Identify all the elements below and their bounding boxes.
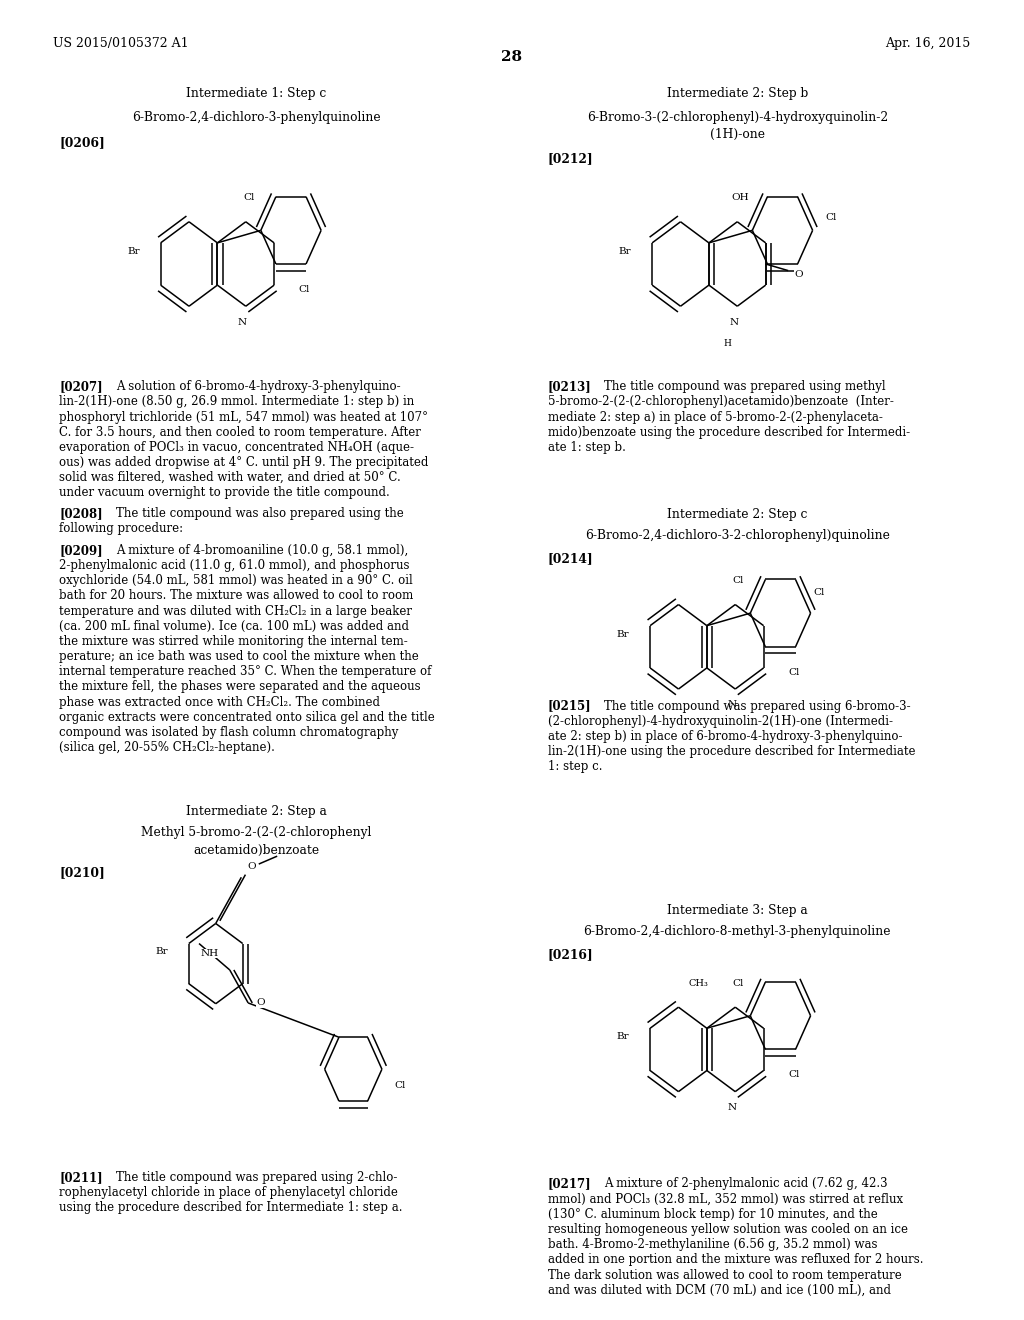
- Text: NH: NH: [201, 949, 218, 958]
- Text: internal temperature reached 35° C. When the temperature of: internal temperature reached 35° C. When…: [59, 665, 432, 678]
- Text: [0209]: [0209]: [59, 544, 103, 557]
- Text: O: O: [256, 998, 265, 1007]
- Text: A mixture of 4-bromoaniline (10.0 g, 58.1 mmol),: A mixture of 4-bromoaniline (10.0 g, 58.…: [116, 544, 408, 557]
- Text: 6-Bromo-2,4-dichloro-8-methyl-3-phenylquinoline: 6-Bromo-2,4-dichloro-8-methyl-3-phenylqu…: [584, 925, 891, 939]
- Text: perature; an ice bath was used to cool the mixture when the: perature; an ice bath was used to cool t…: [59, 651, 419, 663]
- Text: mido)benzoate using the procedure described for Intermedi-: mido)benzoate using the procedure descri…: [548, 425, 910, 438]
- Text: [0210]: [0210]: [59, 866, 105, 879]
- Text: The dark solution was allowed to cool to room temperature: The dark solution was allowed to cool to…: [548, 1269, 901, 1282]
- Text: compound was isolated by flash column chromatography: compound was isolated by flash column ch…: [59, 726, 398, 739]
- Text: [0206]: [0206]: [59, 136, 105, 149]
- Text: bath. 4-Bromo-2-methylaniline (6.56 g, 35.2 mmol) was: bath. 4-Bromo-2-methylaniline (6.56 g, 3…: [548, 1238, 878, 1251]
- Text: and was diluted with DCM (70 mL) and ice (100 mL), and: and was diluted with DCM (70 mL) and ice…: [548, 1283, 891, 1296]
- Text: O: O: [795, 271, 803, 279]
- Text: N: N: [238, 318, 247, 326]
- Text: following procedure:: following procedure:: [59, 521, 183, 535]
- Text: mediate 2: step a) in place of 5-bromo-2-(2-phenylaceta-: mediate 2: step a) in place of 5-bromo-2…: [548, 411, 883, 424]
- Text: The title compound was also prepared using the: The title compound was also prepared usi…: [116, 507, 403, 520]
- Text: A mixture of 2-phenylmalonic acid (7.62 g, 42.3: A mixture of 2-phenylmalonic acid (7.62 …: [604, 1177, 888, 1191]
- Text: [0212]: [0212]: [548, 152, 594, 165]
- Text: Cl: Cl: [813, 587, 824, 597]
- Text: Cl: Cl: [394, 1081, 407, 1089]
- Text: 1: step c.: 1: step c.: [548, 760, 602, 774]
- Text: OH: OH: [732, 194, 750, 202]
- Text: The title compound was prepared using 6-bromo-3-: The title compound was prepared using 6-…: [604, 700, 910, 713]
- Text: added in one portion and the mixture was refluxed for 2 hours.: added in one portion and the mixture was…: [548, 1254, 924, 1266]
- Text: The title compound was prepared using 2-chlo-: The title compound was prepared using 2-…: [116, 1171, 397, 1184]
- Text: N: N: [727, 1104, 736, 1111]
- Text: [0213]: [0213]: [548, 380, 592, 393]
- Text: [0214]: [0214]: [548, 552, 594, 565]
- Text: phosphoryl trichloride (51 mL, 547 mmol) was heated at 107°: phosphoryl trichloride (51 mL, 547 mmol)…: [59, 411, 428, 424]
- Text: CH₃: CH₃: [688, 979, 708, 987]
- Text: Intermediate 2: Step a: Intermediate 2: Step a: [185, 805, 327, 818]
- Text: Intermediate 2: Step c: Intermediate 2: Step c: [667, 508, 808, 521]
- Text: solid was filtered, washed with water, and dried at 50° C.: solid was filtered, washed with water, a…: [59, 471, 401, 484]
- Text: US 2015/0105372 A1: US 2015/0105372 A1: [53, 37, 188, 50]
- Text: Br: Br: [127, 247, 140, 256]
- Text: 6-Bromo-2,4-dichloro-3-2-chlorophenyl)quinoline: 6-Bromo-2,4-dichloro-3-2-chlorophenyl)qu…: [585, 529, 890, 543]
- Text: Br: Br: [616, 630, 630, 639]
- Text: 6-Bromo-2,4-dichloro-3-phenylquinoline: 6-Bromo-2,4-dichloro-3-phenylquinoline: [132, 111, 380, 124]
- Text: lin-2(1H)-one (8.50 g, 26.9 mmol. Intermediate 1: step b) in: lin-2(1H)-one (8.50 g, 26.9 mmol. Interm…: [59, 396, 415, 408]
- Text: phase was extracted once with CH₂Cl₂. The combined: phase was extracted once with CH₂Cl₂. Th…: [59, 696, 380, 709]
- Text: Intermediate 1: Step c: Intermediate 1: Step c: [186, 87, 326, 100]
- Text: H: H: [724, 339, 731, 347]
- Text: Methyl 5-bromo-2-(2-(2-chlorophenyl: Methyl 5-bromo-2-(2-(2-chlorophenyl: [141, 826, 371, 840]
- Text: 2-phenylmalonic acid (11.0 g, 61.0 mmol), and phosphorus: 2-phenylmalonic acid (11.0 g, 61.0 mmol)…: [59, 560, 410, 572]
- Text: [0208]: [0208]: [59, 507, 103, 520]
- Text: lin-2(1H)-one using the procedure described for Intermediate: lin-2(1H)-one using the procedure descri…: [548, 744, 915, 758]
- Text: Cl: Cl: [733, 577, 744, 585]
- Text: ate 1: step b.: ate 1: step b.: [548, 441, 626, 454]
- Text: O: O: [247, 862, 256, 871]
- Text: 28: 28: [502, 50, 522, 65]
- Text: acetamido)benzoate: acetamido)benzoate: [193, 843, 319, 857]
- Text: Cl: Cl: [733, 979, 744, 987]
- Text: Cl: Cl: [825, 213, 837, 222]
- Text: N: N: [729, 318, 738, 326]
- Text: under vacuum overnight to provide the title compound.: under vacuum overnight to provide the ti…: [59, 487, 390, 499]
- Text: N: N: [727, 701, 736, 709]
- Text: 5-bromo-2-(2-(2-chlorophenyl)acetamido)benzoate  (Inter-: 5-bromo-2-(2-(2-chlorophenyl)acetamido)b…: [548, 396, 894, 408]
- Text: [0211]: [0211]: [59, 1171, 103, 1184]
- Text: organic extracts were concentrated onto silica gel and the title: organic extracts were concentrated onto …: [59, 710, 435, 723]
- Text: evaporation of POCl₃ in vacuo, concentrated NH₄OH (aque-: evaporation of POCl₃ in vacuo, concentra…: [59, 441, 415, 454]
- Text: (130° C. aluminum block temp) for 10 minutes, and the: (130° C. aluminum block temp) for 10 min…: [548, 1208, 878, 1221]
- Text: C. for 3.5 hours, and then cooled to room temperature. After: C. for 3.5 hours, and then cooled to roo…: [59, 425, 421, 438]
- Text: Apr. 16, 2015: Apr. 16, 2015: [886, 37, 971, 50]
- Text: oxychloride (54.0 mL, 581 mmol) was heated in a 90° C. oil: oxychloride (54.0 mL, 581 mmol) was heat…: [59, 574, 413, 587]
- Text: Br: Br: [618, 247, 632, 256]
- Text: (ca. 200 mL final volume). Ice (ca. 100 mL) was added and: (ca. 200 mL final volume). Ice (ca. 100 …: [59, 620, 410, 632]
- Text: ous) was added dropwise at 4° C. until pH 9. The precipitated: ous) was added dropwise at 4° C. until p…: [59, 457, 429, 469]
- Text: Cl: Cl: [787, 668, 800, 677]
- Text: rophenylacetyl chloride in place of phenylacetyl chloride: rophenylacetyl chloride in place of phen…: [59, 1185, 398, 1199]
- Text: A solution of 6-bromo-4-hydroxy-3-phenylquino-: A solution of 6-bromo-4-hydroxy-3-phenyl…: [116, 380, 400, 393]
- Text: the mixture fell, the phases were separated and the aqueous: the mixture fell, the phases were separa…: [59, 681, 421, 693]
- Text: Cl: Cl: [787, 1071, 800, 1080]
- Text: [0215]: [0215]: [548, 700, 592, 713]
- Text: 6-Bromo-3-(2-chlorophenyl)-4-hydroxyquinolin-2: 6-Bromo-3-(2-chlorophenyl)-4-hydroxyquin…: [587, 111, 888, 124]
- Text: temperature and was diluted with CH₂Cl₂ in a large beaker: temperature and was diluted with CH₂Cl₂ …: [59, 605, 413, 618]
- Text: Br: Br: [156, 946, 168, 956]
- Text: [0207]: [0207]: [59, 380, 103, 393]
- Text: the mixture was stirred while monitoring the internal tem-: the mixture was stirred while monitoring…: [59, 635, 409, 648]
- Text: (1H)-one: (1H)-one: [710, 128, 765, 141]
- Text: Intermediate 3: Step a: Intermediate 3: Step a: [667, 904, 808, 917]
- Text: mmol) and POCl₃ (32.8 mL, 352 mmol) was stirred at reflux: mmol) and POCl₃ (32.8 mL, 352 mmol) was …: [548, 1193, 903, 1205]
- Text: [0217]: [0217]: [548, 1177, 592, 1191]
- Text: Cl: Cl: [298, 285, 310, 294]
- Text: (silica gel, 20-55% CH₂Cl₂-heptane).: (silica gel, 20-55% CH₂Cl₂-heptane).: [59, 741, 275, 754]
- Text: using the procedure described for Intermediate 1: step a.: using the procedure described for Interm…: [59, 1201, 402, 1214]
- Text: Intermediate 2: Step b: Intermediate 2: Step b: [667, 87, 808, 100]
- Text: The title compound was prepared using methyl: The title compound was prepared using me…: [604, 380, 886, 393]
- Text: Br: Br: [616, 1032, 630, 1041]
- Text: bath for 20 hours. The mixture was allowed to cool to room: bath for 20 hours. The mixture was allow…: [59, 589, 414, 602]
- Text: resulting homogeneous yellow solution was cooled on an ice: resulting homogeneous yellow solution wa…: [548, 1222, 908, 1236]
- Text: ate 2: step b) in place of 6-bromo-4-hydroxy-3-phenylquino-: ate 2: step b) in place of 6-bromo-4-hyd…: [548, 730, 902, 743]
- Text: Cl: Cl: [244, 194, 255, 202]
- Text: (2-chlorophenyl)-4-hydroxyquinolin-2(1H)-one (Intermedi-: (2-chlorophenyl)-4-hydroxyquinolin-2(1H)…: [548, 715, 893, 727]
- Text: [0216]: [0216]: [548, 948, 594, 961]
